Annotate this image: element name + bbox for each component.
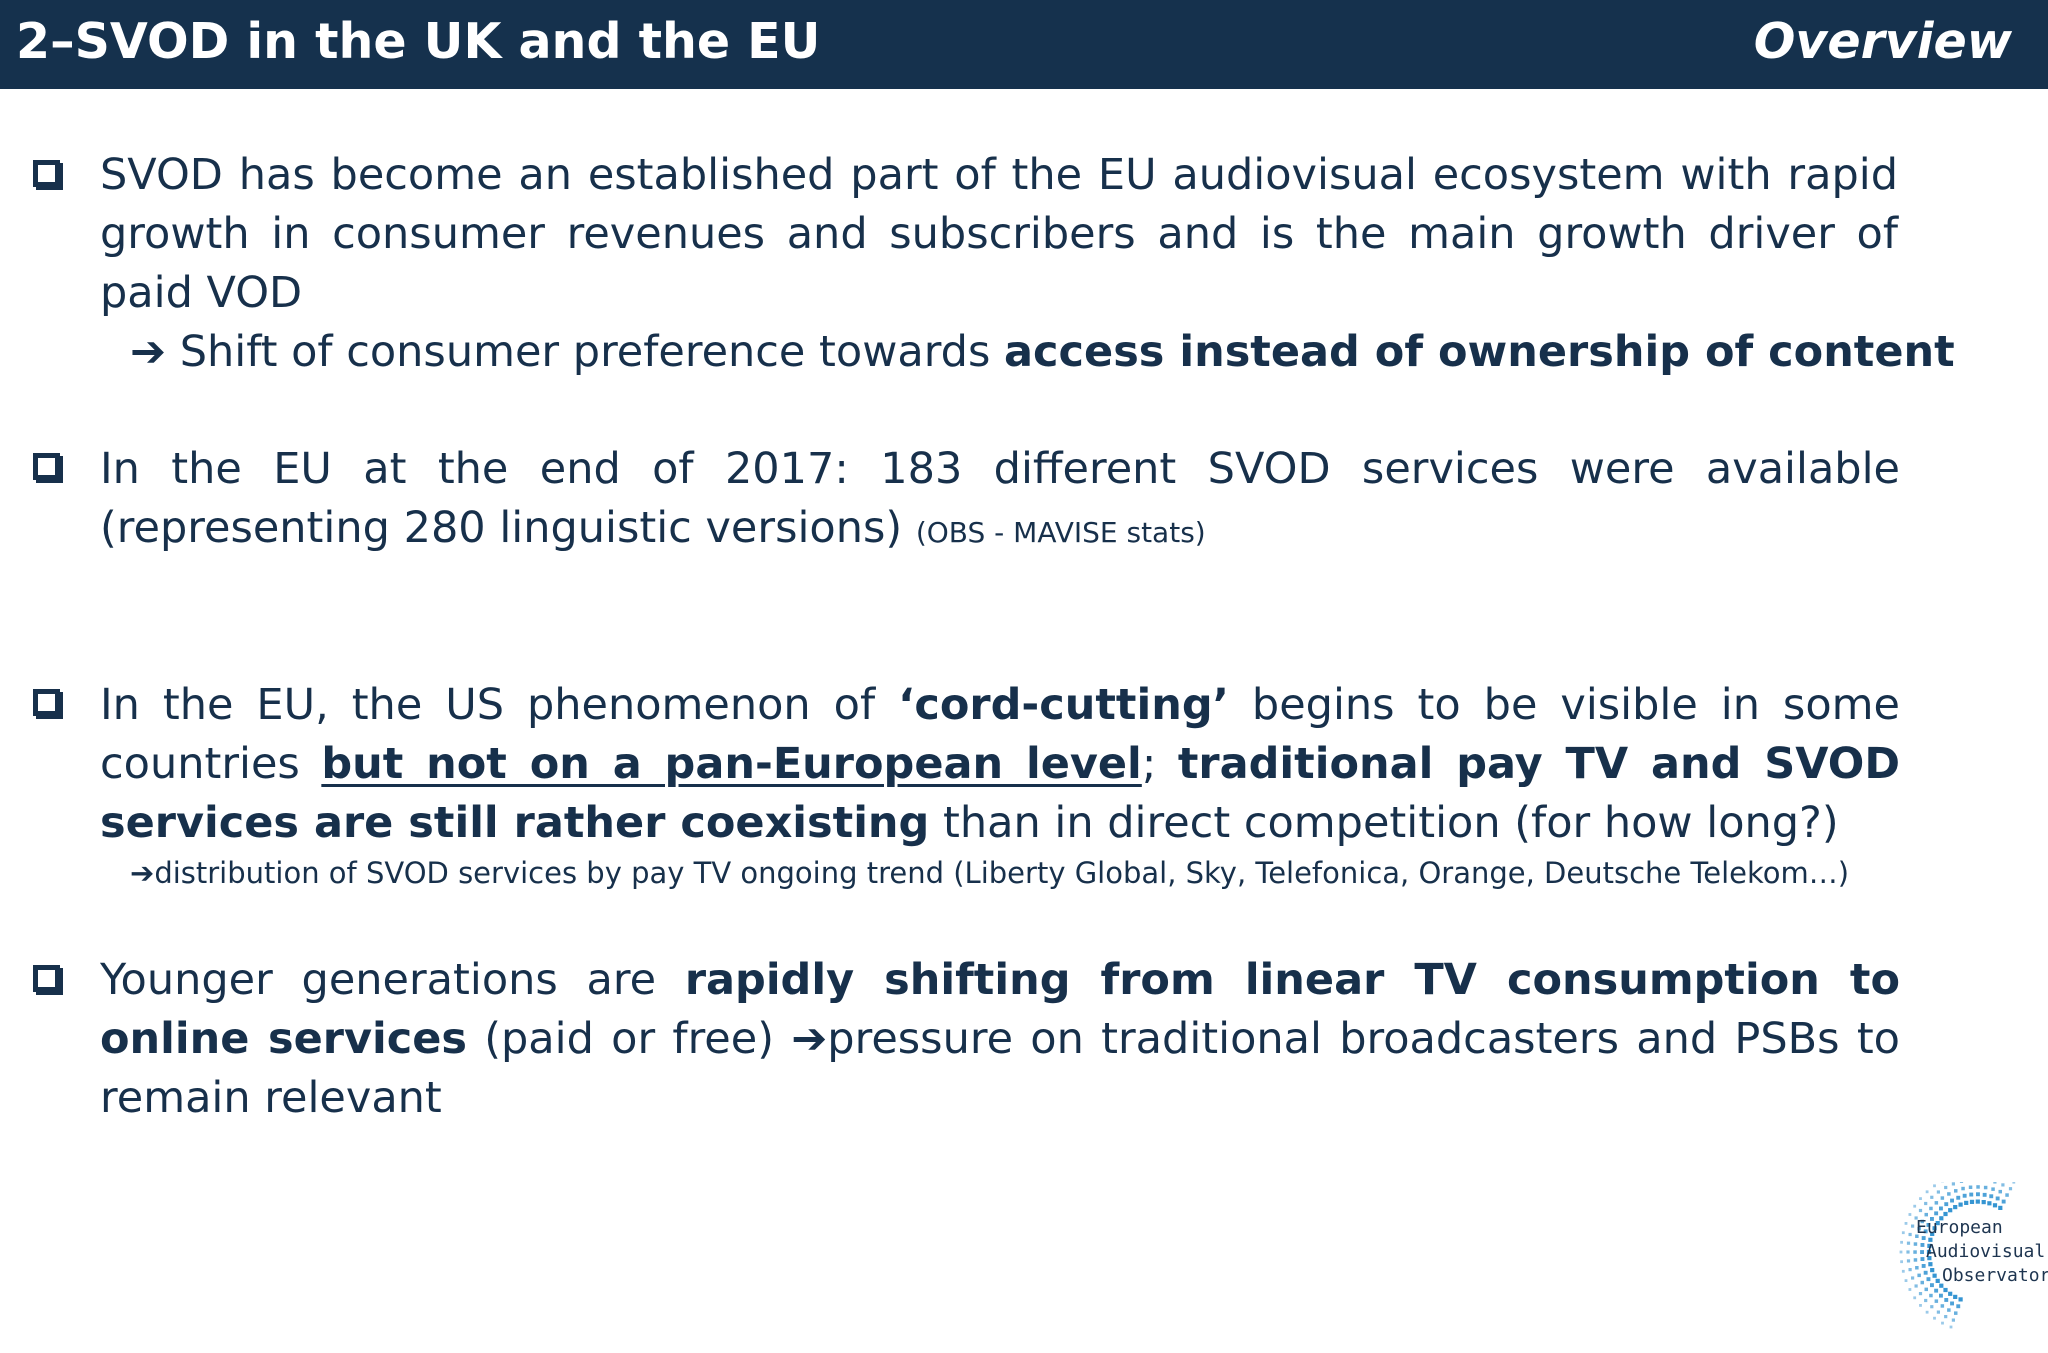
slide-title: 2–SVOD in the UK and the EU <box>16 13 821 70</box>
checkbox-bullet-icon <box>33 689 63 719</box>
bullet-1-sub-plain: Shift of consumer preference towards <box>179 327 1005 377</box>
bullet-4-text-a: Younger generations are <box>100 955 685 1005</box>
bullet-3: In the EU, the US phenomenon of ‘cord-cu… <box>100 676 1900 853</box>
arrow-right-icon: ➔ <box>791 1014 828 1064</box>
bullet-1-text: SVOD has become an established part of t… <box>100 150 1898 318</box>
bullet-1-sub-bold: access instead of ownership of content <box>1004 327 1955 377</box>
bullet-4-text-c: pressure on traditional broadcasters and… <box>100 1014 1900 1123</box>
bullet-2: In the EU at the end of 2017: 183 differ… <box>100 440 1900 562</box>
bullet-3-sub-text: distribution of SVOD services by pay TV … <box>154 856 1850 890</box>
bullet-3-text-b: begins to be visible in some countries <box>100 680 1900 789</box>
checkbox-bullet-icon <box>33 453 63 483</box>
checkbox-bullet-icon <box>33 965 63 995</box>
bullet-3-bold: traditional pay TV and SVOD services are… <box>100 739 1901 848</box>
logo-line-1: European <box>1916 1217 2003 1238</box>
bullet-3-cord-cutting: ‘cord-cutting’ <box>898 680 1229 730</box>
bullet-1-sub: ➔ Shift of consumer preference towards a… <box>130 323 1955 382</box>
arrow-right-icon: ➔ <box>130 327 167 377</box>
bullet-3-underlined: but not on a pan-European level <box>321 739 1142 789</box>
bullet-3-text-c: than in direct competition (for how long… <box>929 798 1839 848</box>
slide-header: 2–SVOD in the UK and the EU Overview <box>0 0 2048 89</box>
bullet-1: SVOD has become an established part of t… <box>100 146 1898 323</box>
checkbox-bullet-icon <box>33 160 63 190</box>
bullet-4: Younger generations are rapidly shifting… <box>100 951 1900 1128</box>
bullet-3-sub: ➔distribution of SVOD services by pay TV… <box>130 853 1849 893</box>
bullet-3-separator: ; <box>1141 739 1178 789</box>
arrow-right-icon: ➔ <box>130 856 155 890</box>
logo-line-2: Audiovisual <box>1926 1241 2046 1262</box>
bullet-2-text: In the EU at the end of 2017: 183 differ… <box>100 444 1900 553</box>
bullet-3-text-a: In the EU, the US phenomenon of <box>100 680 899 730</box>
logo-line-3: Observatory <box>1942 1265 2048 1286</box>
bullet-4-bold: rapidly shifting from linear TV consumpt… <box>100 955 1900 1064</box>
bullet-2-source-note: (OBS - MAVISE stats) <box>915 516 1206 549</box>
section-label: Overview <box>1753 13 2012 70</box>
european-audiovisual-observatory-logo: European Audiovisual Observatory <box>1872 1170 2048 1342</box>
bullet-4-text-b: (paid or free) <box>466 1014 792 1064</box>
